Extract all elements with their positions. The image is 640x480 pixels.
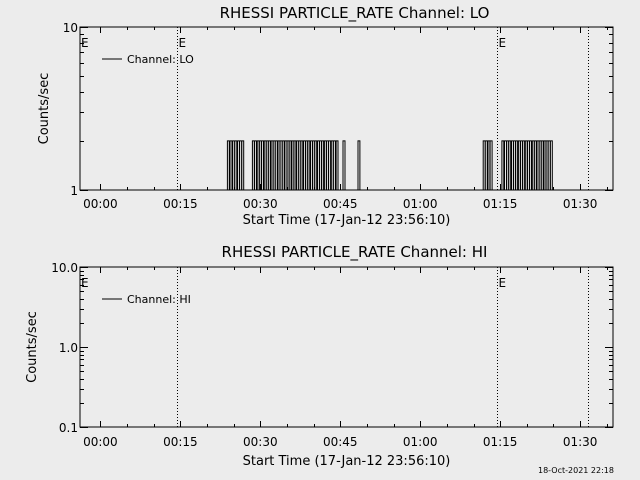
x-tick-label: 00:00 (83, 435, 118, 449)
plot-frame (79, 266, 614, 428)
chart-title: RHESSI PARTICLE_RATE Channel: LO (220, 4, 490, 23)
event-marker-label: E (499, 276, 507, 290)
y-tick-label: 10.0 (51, 261, 78, 275)
event-marker-label: E (179, 36, 187, 50)
chart-title: RHESSI PARTICLE_RATE Channel: HI (222, 243, 488, 262)
y-axis-label: Counts/sec (37, 73, 52, 145)
y-tick-label: 1 (70, 184, 78, 198)
y-axis-label: Counts/sec (25, 311, 40, 383)
x-tick-label: 01:15 (483, 435, 518, 449)
event-marker-label-left: E (81, 36, 89, 50)
event-marker-label-left: E (81, 276, 89, 290)
x-tick-label: 01:00 (403, 197, 438, 211)
x-tick-label: 01:30 (563, 197, 598, 211)
event-marker-label: E (499, 36, 507, 50)
x-axis-label: Start Time (17-Jan-12 23:56:10) (243, 454, 451, 469)
x-tick-label: 01:30 (563, 435, 598, 449)
x-tick-label: 00:45 (323, 435, 358, 449)
x-tick-label: 01:15 (483, 197, 518, 211)
x-tick-label: 00:15 (163, 435, 198, 449)
x-tick-label: 00:00 (83, 197, 118, 211)
x-axis-label: Start Time (17-Jan-12 23:56:10) (243, 213, 451, 228)
plot-frame (79, 26, 614, 191)
legend-label: Channel: HI (127, 293, 191, 306)
timestamp: 18-Oct-2021 22:18 (538, 466, 614, 475)
x-tick-label: 00:15 (163, 197, 198, 211)
legend-label: Channel: LO (127, 53, 194, 66)
x-tick-label: 00:30 (243, 197, 278, 211)
x-tick-label: 01:00 (403, 435, 438, 449)
y-tick-label: 10 (63, 21, 78, 35)
x-tick-label: 00:30 (243, 435, 278, 449)
y-tick-label: 1.0 (59, 341, 78, 355)
x-tick-label: 00:45 (323, 197, 358, 211)
series-line (223, 140, 557, 191)
y-tick-label: 0.1 (59, 421, 78, 435)
